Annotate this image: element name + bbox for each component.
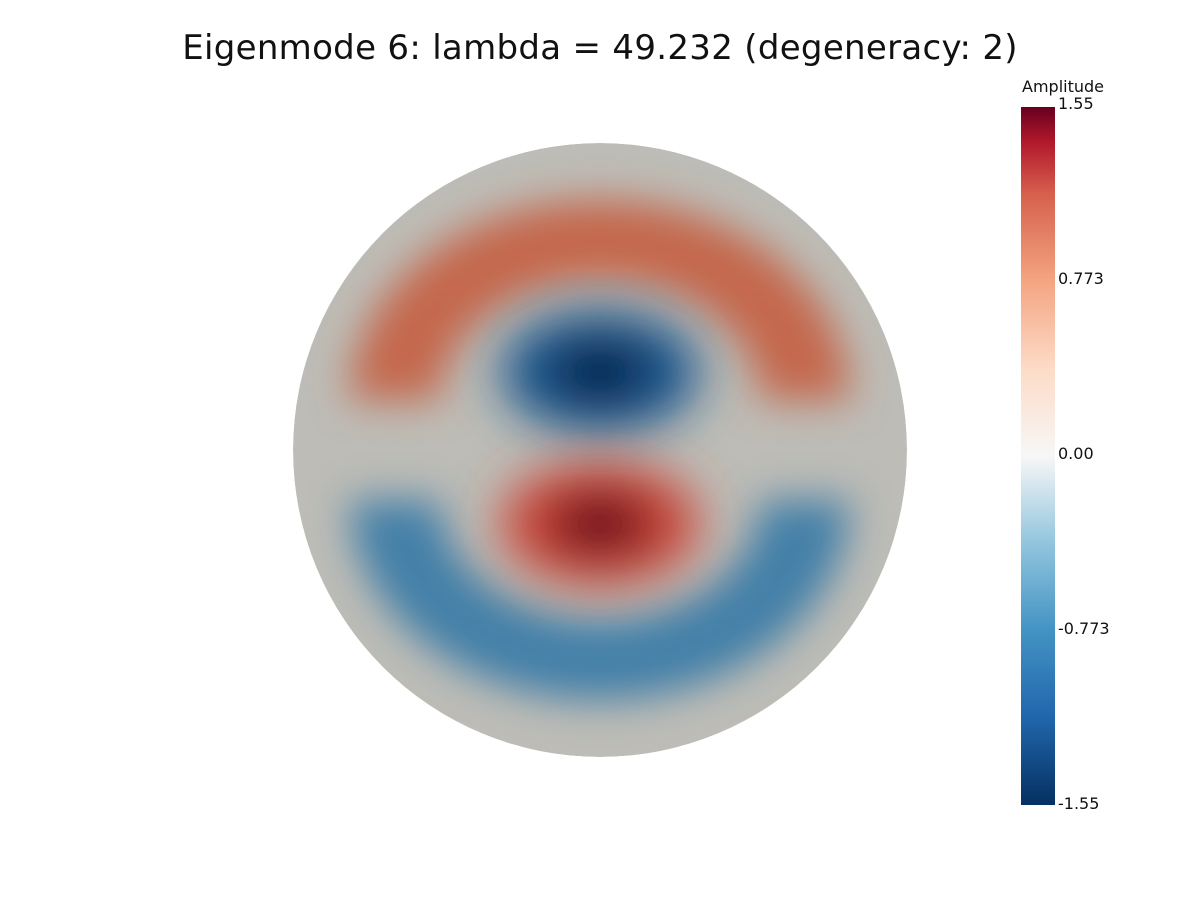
colorbar-tick-lower: -0.773 [1058,619,1110,638]
colorbar-tick-zero: 0.00 [1058,444,1094,463]
inner-positive-core [500,462,700,586]
lower-negative-ring [350,500,850,700]
colorbar-tick-max: 1.55 [1058,94,1094,113]
inner-negative-core [500,310,700,434]
upper-positive-ring [350,200,850,400]
colorbar-title: Amplitude [1022,77,1104,96]
figure-title: Eigenmode 6: lambda = 49.232 (degeneracy… [182,28,1018,68]
colorbar-gradient [1021,107,1055,805]
colorbar-tick-upper: 0.773 [1058,269,1104,288]
disk-field [293,143,907,757]
colorbar-tick-min: -1.55 [1058,794,1100,813]
